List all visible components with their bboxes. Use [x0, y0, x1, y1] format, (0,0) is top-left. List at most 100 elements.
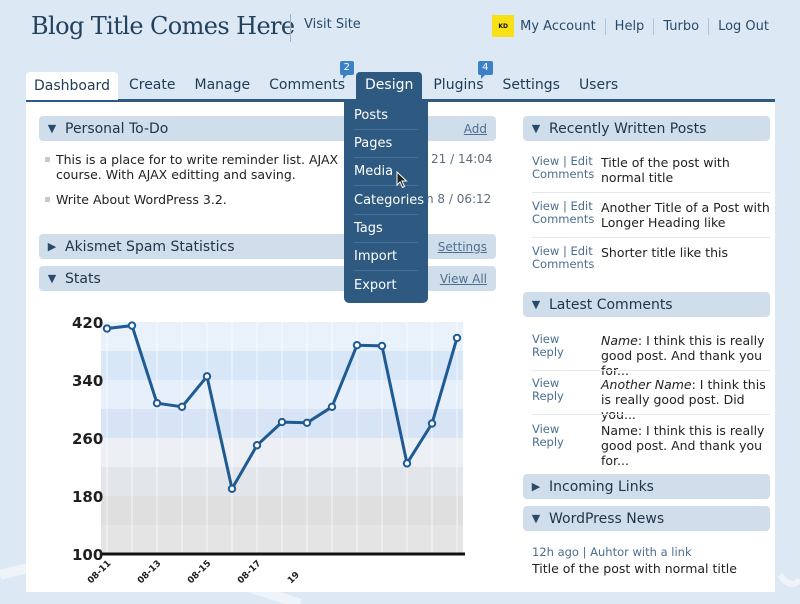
- tab-users[interactable]: Users: [571, 72, 626, 100]
- log-out-link[interactable]: Log Out: [708, 17, 778, 35]
- chart-data-point: [427, 419, 437, 428]
- reply-link[interactable]: Reply: [532, 389, 564, 403]
- tab-dashboard[interactable]: Dashboard: [26, 72, 118, 100]
- chart-data-point: [252, 441, 262, 450]
- brand-logo-icon: KD: [492, 15, 515, 37]
- visit-site-link[interactable]: Visit Site: [304, 17, 361, 32]
- todo-add-link[interactable]: Add: [463, 121, 487, 136]
- akismet-box-title: Akismet Spam Statistics: [65, 238, 235, 255]
- comment-text: Name: I think this is really good post. …: [601, 333, 771, 378]
- menu-item-posts[interactable]: Posts: [354, 102, 418, 130]
- chart-data-point: [377, 341, 387, 351]
- view-edit-links[interactable]: View | Edit: [532, 154, 593, 168]
- chart-data-point: [352, 341, 362, 350]
- bullet-icon: [45, 197, 50, 202]
- chart-data-point: [227, 484, 237, 493]
- todo-item-date: 21 / 14:04: [431, 152, 493, 166]
- stats-view-all-link[interactable]: View All: [439, 271, 487, 286]
- wordpress-news-box-header[interactable]: ▼ WordPress News: [523, 506, 770, 531]
- news-headline[interactable]: Title of the post with normal title: [532, 561, 737, 576]
- news-meta[interactable]: 12h ago | Auhtor with a link: [532, 545, 692, 559]
- chart-data-point: [302, 418, 312, 427]
- tab-label: Design: [365, 77, 414, 93]
- chart-y-tick-label: 180: [72, 488, 103, 506]
- recent-posts-box-title: Recently Written Posts: [549, 120, 707, 137]
- comment-excerpt: : I think this is really good post. And …: [601, 333, 765, 378]
- divider: [532, 237, 770, 238]
- collapse-triangle-icon[interactable]: ▼: [47, 122, 57, 135]
- chart-y-tick-label: 420: [72, 314, 103, 332]
- todo-item-date: n 8 / 06:12: [426, 192, 492, 206]
- comments-link[interactable]: Comments: [532, 167, 595, 181]
- tab-create[interactable]: Create: [121, 72, 184, 100]
- collapse-triangle-icon[interactable]: ▼: [531, 298, 541, 311]
- comments-link[interactable]: Comments: [532, 257, 595, 271]
- view-edit-links[interactable]: View | Edit: [532, 244, 593, 258]
- menu-item-import[interactable]: Import: [354, 243, 418, 271]
- menu-item-pages[interactable]: Pages: [354, 130, 418, 158]
- comments-link[interactable]: Comments: [532, 212, 595, 226]
- todo-item[interactable]: Write About WordPress 3.2.: [45, 192, 420, 207]
- tab-label: Plugins: [433, 77, 484, 93]
- comment-author: Name: [601, 333, 638, 348]
- help-link[interactable]: Help: [604, 17, 654, 35]
- tab-manage[interactable]: Manage: [187, 72, 259, 100]
- reply-link[interactable]: Reply: [532, 345, 564, 359]
- recent-post-title[interactable]: Shorter title like this: [601, 245, 728, 260]
- collapse-triangle-icon[interactable]: ▼: [531, 512, 541, 525]
- menu-item-categories[interactable]: Categories: [354, 187, 424, 215]
- chart-data-point: [127, 321, 137, 330]
- turbo-link[interactable]: Turbo: [653, 17, 708, 35]
- chart-y-tick-label: 340: [72, 372, 103, 390]
- plugins-count-badge: 4: [478, 61, 493, 79]
- chart-data-point: [452, 333, 462, 343]
- view-link[interactable]: View: [532, 422, 560, 436]
- expand-triangle-icon[interactable]: ▶: [47, 240, 57, 253]
- todo-item[interactable]: This is a place for to write reminder li…: [45, 152, 420, 182]
- my-account-link[interactable]: My Account: [520, 18, 596, 34]
- chart-data-point: [277, 417, 287, 427]
- akismet-settings-link[interactable]: Settings: [437, 239, 487, 254]
- menu-item-tags[interactable]: Tags: [354, 215, 418, 243]
- tab-label: Create: [128, 77, 176, 93]
- divider: [532, 414, 770, 415]
- comment-excerpt: Name: I think this is really good post. …: [601, 423, 765, 468]
- menu-item-media[interactable]: Media: [354, 158, 418, 186]
- tab-label: Comments: [269, 77, 346, 93]
- view-link[interactable]: View: [532, 332, 560, 346]
- tab-design[interactable]: Design: [356, 72, 423, 100]
- chart-y-tick-label: 100: [72, 546, 103, 564]
- collapse-triangle-icon[interactable]: ▼: [531, 122, 541, 135]
- chart-x-tick-label: 08-17: [236, 559, 263, 586]
- chart-x-tick-label: 08-13: [136, 559, 163, 586]
- account-links: KD My Account Help Turbo Log Out: [492, 15, 778, 37]
- wordpress-news-box-title: WordPress News: [549, 510, 665, 527]
- todo-item-text-line1: This is a place for to write reminder li…: [56, 152, 339, 167]
- stats-box-title: Stats: [65, 270, 101, 287]
- chart-data-point: [202, 372, 212, 381]
- blog-title[interactable]: Blog Title Comes Here: [31, 12, 295, 40]
- tab-settings[interactable]: Settings: [495, 72, 568, 100]
- mouse-cursor-icon: [396, 171, 408, 189]
- recent-posts-box-header[interactable]: ▼ Recently Written Posts: [523, 116, 770, 141]
- collapse-triangle-icon[interactable]: ▼: [47, 272, 57, 285]
- header-divider: [290, 14, 291, 42]
- tab-comments[interactable]: Comments 2: [261, 61, 355, 100]
- bullet-icon: [45, 157, 50, 162]
- todo-item-text-line2: course. With AJAX editting and saving.: [56, 167, 296, 182]
- recent-post-title[interactable]: Another Title of a Post with Longer Head…: [601, 200, 770, 230]
- tab-label: Settings: [502, 77, 560, 93]
- reply-link[interactable]: Reply: [532, 435, 564, 449]
- expand-triangle-icon[interactable]: ▶: [531, 480, 541, 493]
- latest-comments-box-header[interactable]: ▼ Latest Comments: [523, 292, 770, 317]
- incoming-links-box-header[interactable]: ▶ Incoming Links: [523, 474, 770, 499]
- menu-item-export[interactable]: Export: [354, 278, 397, 293]
- chart-y-tick-label: 260: [72, 430, 103, 448]
- recent-post-title[interactable]: Title of the post with normal title: [601, 155, 730, 185]
- tab-plugins[interactable]: Plugins 4: [425, 61, 493, 100]
- view-edit-links[interactable]: View | Edit: [532, 199, 593, 213]
- chart-data-point: [177, 402, 187, 412]
- view-link[interactable]: View: [532, 376, 560, 390]
- comments-count-badge: 2: [339, 61, 355, 79]
